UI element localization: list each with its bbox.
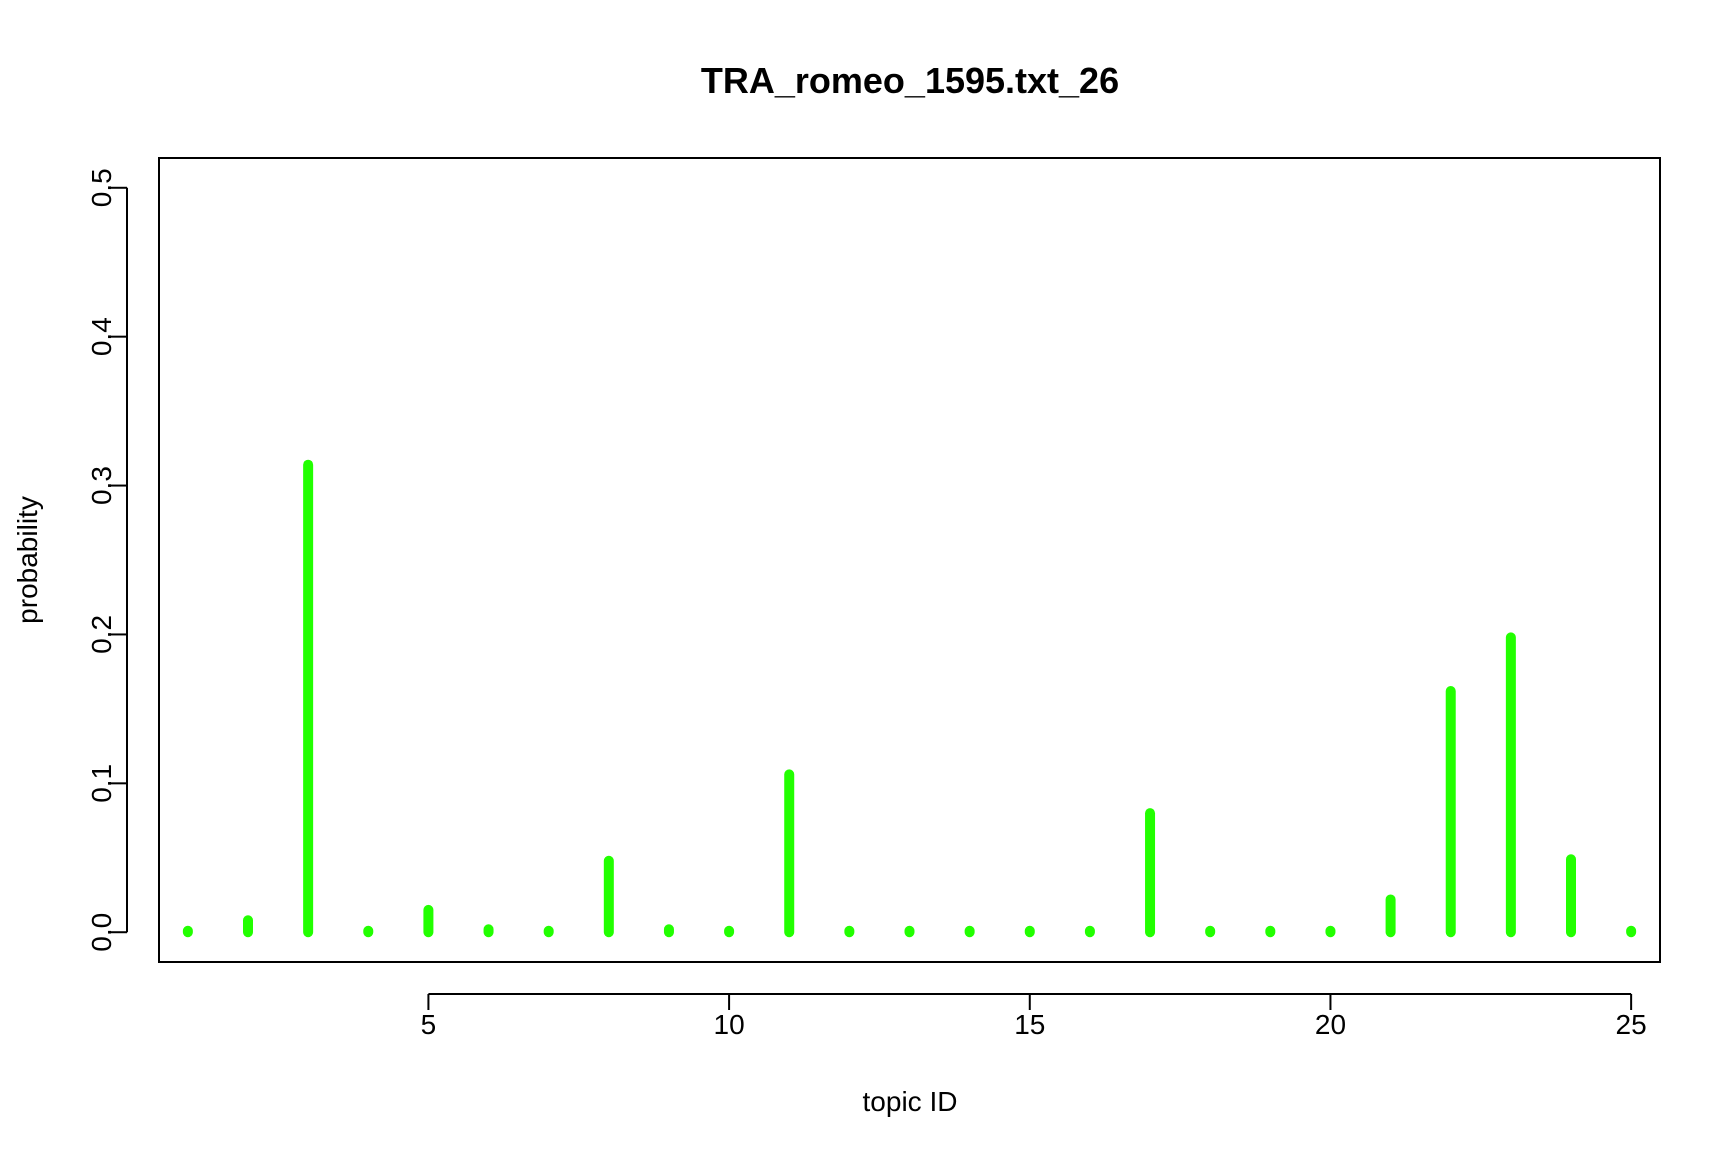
x-axis: 5 10 15 20 25 [421, 993, 1647, 1040]
y-tick-label: 0.4 [86, 317, 117, 356]
x-tick-label: 5 [421, 1009, 437, 1040]
y-tick-label: 0.2 [86, 615, 117, 654]
chart-title: TRA_romeo_1595.txt_26 [701, 60, 1119, 101]
y-axis-label: probability [12, 496, 43, 624]
x-tick-label: 15 [1014, 1009, 1045, 1040]
x-tick-label: 10 [714, 1009, 745, 1040]
x-axis-label: topic ID [863, 1086, 958, 1117]
bars-group [182, 459, 1637, 938]
y-tick-label: 0.3 [86, 466, 117, 505]
y-tick-label: 0.5 [86, 168, 117, 207]
y-tick-label: 0.0 [86, 913, 117, 952]
plot-frame [158, 157, 1661, 963]
x-tick-label: 20 [1315, 1009, 1346, 1040]
y-tick-label: 0.1 [86, 764, 117, 803]
x-tick-label: 25 [1616, 1009, 1647, 1040]
y-axis: 0.0 0.1 0.2 0.3 0.4 0.5 [86, 168, 128, 952]
